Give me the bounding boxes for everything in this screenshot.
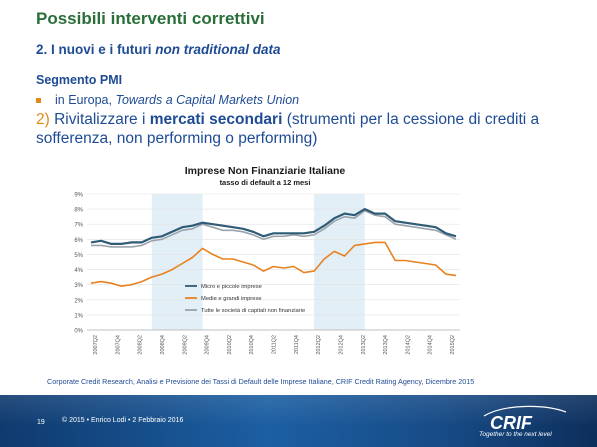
series-line-2 — [91, 209, 457, 248]
x-tick-label: 2007Q4 — [115, 335, 121, 355]
subtitle-italic: non traditional data — [155, 42, 281, 57]
x-tick-label: 2008Q4 — [160, 335, 166, 355]
chart-subtitle: tasso di default a 12 mesi — [220, 178, 311, 187]
x-tick-label: 2013Q2 — [361, 335, 367, 355]
item-bold: mercati secondari — [149, 111, 283, 128]
y-tick-label: 7% — [74, 223, 83, 229]
bullet-square-icon — [36, 98, 41, 104]
y-tick-label: 6% — [74, 238, 83, 244]
series-line-1 — [90, 241, 457, 287]
slide-title: Possibili interventi correttivi — [36, 9, 265, 28]
item-text: Rivitalizzare i — [54, 111, 150, 128]
x-tick-label: 2011Q4 — [294, 335, 300, 354]
x-tick-label: 2009Q4 — [205, 335, 211, 355]
x-tick-label: 2008Q2 — [138, 335, 144, 355]
crif-logo: CRIF — [483, 405, 567, 433]
chart: Imprese Non Finanziarie Italiane tasso di… — [55, 158, 470, 373]
shaded-period-0 — [151, 194, 203, 330]
y-tick-label: 2% — [74, 298, 83, 304]
bullet-text: in Europa, — [55, 93, 116, 107]
x-tick-label: 2014Q4 — [428, 335, 434, 355]
footer-bar — [0, 395, 597, 447]
logo-swoosh — [483, 405, 567, 417]
x-tick-label: 2013Q4 — [383, 335, 389, 355]
x-tick-label: 2012Q2 — [316, 335, 322, 355]
footer-glow — [0, 395, 597, 447]
item-number: 2) — [36, 111, 50, 128]
bullet-italic: Towards a Capital Markets Union — [115, 93, 300, 107]
x-tick-label: 2010Q4 — [249, 335, 255, 355]
page-number: 19 — [37, 419, 45, 426]
y-tick-label: 9% — [74, 193, 83, 199]
section-heading: Segmento PMI — [36, 73, 123, 87]
x-tick-label: 2009Q2 — [182, 335, 188, 355]
chart-title: Imprese Non Finanziarie Italiane — [185, 165, 346, 177]
y-tick-label: 0% — [74, 329, 83, 335]
y-tick-label: 3% — [74, 283, 83, 289]
legend-label: Tutte le società di capitali non finanzi… — [201, 308, 305, 314]
series-line-0 — [90, 207, 457, 246]
legend-label: Micro e piccole imprese — [201, 284, 262, 290]
slide-subtitle: 2. I nuovi e i futuri non traditional da… — [36, 42, 281, 57]
x-tick-label: 2012Q4 — [338, 335, 344, 355]
y-tick-label: 8% — [74, 208, 83, 214]
subtitle-text: 2. I nuovi e i futuri — [36, 42, 156, 57]
bullet-item: in Europa, Towards a Capital Markets Uni… — [36, 93, 299, 107]
x-tick-label: 2015Q2 — [450, 335, 456, 355]
x-tick-label: 2010Q2 — [227, 335, 233, 355]
item-text-rest: (strumenti per la cessione di crediti a … — [36, 111, 540, 147]
legend-label: Medie e grandi imprese — [201, 296, 262, 302]
logo-text: CRIF — [490, 413, 533, 433]
y-tick-label: 1% — [74, 313, 83, 319]
x-tick-label: 2014Q2 — [405, 335, 411, 355]
y-tick-label: 5% — [74, 253, 83, 259]
x-tick-label: 2011Q2 — [272, 335, 278, 354]
numbered-item: 2) Rivitalizzare i mercati secondari (st… — [36, 110, 596, 148]
x-tick-label: 2007Q2 — [93, 335, 99, 355]
source-note: Corporate Credit Research, Analisi e Pre… — [47, 377, 475, 386]
footer-text: © 2015 • Enrico Lodi • 2 Febbraio 2016 — [62, 417, 184, 424]
y-tick-label: 4% — [74, 268, 83, 274]
logo-tagline: Together to the next level — [479, 431, 552, 438]
